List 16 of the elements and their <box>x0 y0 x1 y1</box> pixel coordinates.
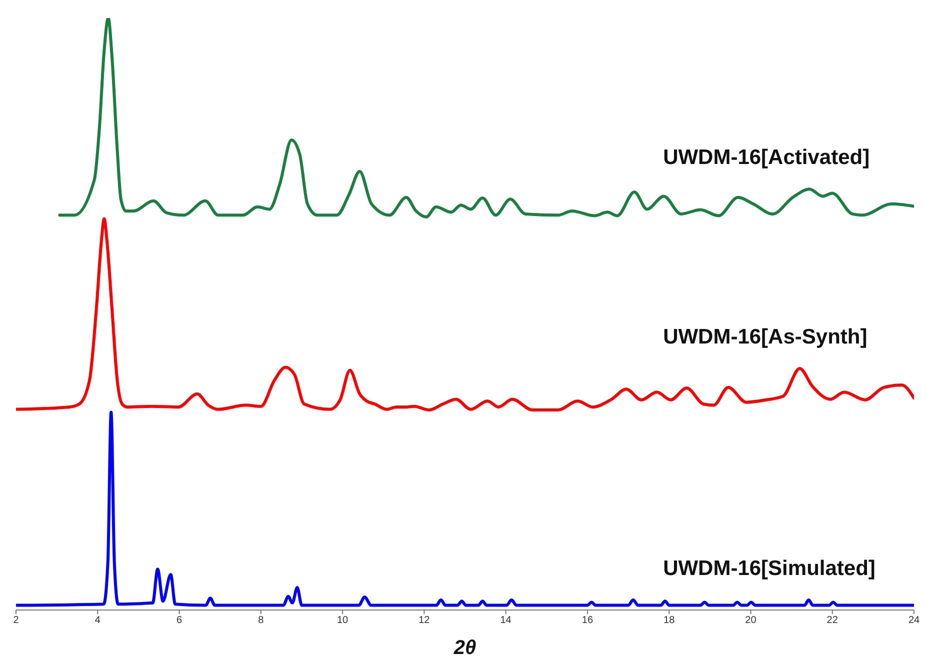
x-tick-label: 2 <box>13 615 20 626</box>
x-tick-label: 10 <box>336 615 349 626</box>
series-label: UWDM-16[Activated] <box>663 146 870 169</box>
x-tick-label: 6 <box>176 615 182 626</box>
x-tick-label: 24 <box>908 615 920 626</box>
x-tick-label: 14 <box>500 615 512 626</box>
text: UWDM-16[As-Synth] <box>663 325 868 348</box>
x-tick-label: 20 <box>745 615 757 626</box>
series-label: UWDM-16[Simulated] <box>663 556 876 580</box>
x-tick-label: 4 <box>94 615 101 626</box>
x-tick-label: 18 <box>664 615 676 626</box>
x-tick-label: 8 <box>258 615 264 626</box>
x-tick-label: 12 <box>418 615 430 626</box>
x-axis-title: 2θ <box>452 637 476 659</box>
x-tick-label: 16 <box>582 615 594 626</box>
x-tick-label: 22 <box>826 615 838 626</box>
